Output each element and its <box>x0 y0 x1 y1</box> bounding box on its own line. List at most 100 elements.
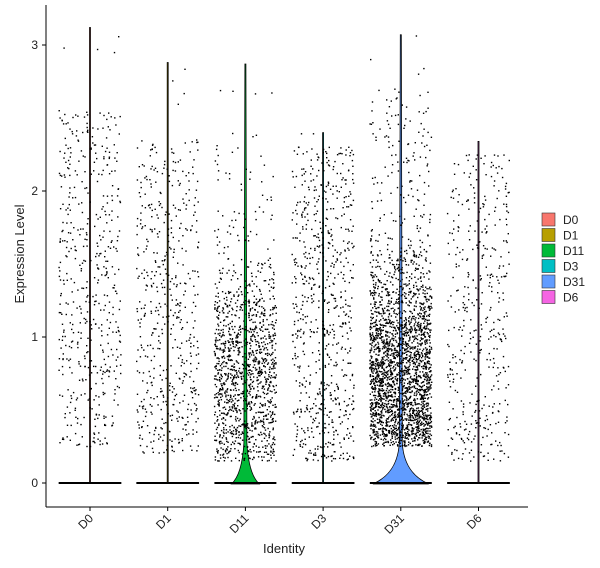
point-D0 <box>106 369 109 371</box>
point-D11 <box>223 334 225 337</box>
point-D31 <box>371 364 373 366</box>
point-D31 <box>391 396 394 398</box>
point-D31 <box>430 412 432 414</box>
point-D31 <box>420 313 422 315</box>
point-D11 <box>270 380 272 383</box>
point-D31 <box>407 238 410 241</box>
point-D11 <box>229 322 231 325</box>
point-D11 <box>256 422 258 424</box>
point-D31 <box>406 373 408 375</box>
point-D3 <box>342 177 344 179</box>
point-D3 <box>340 172 342 175</box>
point-D31 <box>372 432 375 434</box>
point-D1 <box>153 328 155 330</box>
point-D11 <box>226 389 228 391</box>
point-D31 <box>425 438 427 441</box>
point-D11 <box>268 337 270 339</box>
point-D1 <box>175 275 177 277</box>
point-D3 <box>299 416 301 418</box>
point-D31 <box>429 376 431 379</box>
point-D11 <box>264 315 266 317</box>
point-D31 <box>423 315 425 317</box>
point-D1 <box>183 376 186 378</box>
point-D31 <box>405 302 407 304</box>
point-D11 <box>267 389 269 391</box>
point-D0 <box>102 236 104 238</box>
point-D31 <box>381 424 383 427</box>
point-D3 <box>310 180 312 182</box>
point-D11 <box>264 370 266 373</box>
point-D31 <box>369 403 372 405</box>
point-D11 <box>236 429 238 432</box>
point-D11 <box>238 294 240 296</box>
point-D31 <box>390 395 393 398</box>
point-D11 <box>248 438 250 441</box>
point-D3 <box>312 133 315 135</box>
point-D11 <box>272 335 274 337</box>
point-D31 <box>420 272 422 274</box>
point-D11 <box>273 436 275 438</box>
point-D31 <box>375 442 377 444</box>
point-D0 <box>74 249 76 251</box>
point-D1 <box>150 203 153 206</box>
point-D31 <box>386 379 388 381</box>
point-D11 <box>216 416 219 418</box>
point-D0 <box>59 303 61 305</box>
point-D11 <box>240 189 243 191</box>
point-D11 <box>217 372 220 374</box>
point-D11 <box>238 389 240 391</box>
point-D1 <box>149 375 151 378</box>
point-D11 <box>268 401 271 403</box>
point-D3 <box>340 291 342 293</box>
point-D31 <box>393 356 395 358</box>
point-D11 <box>229 359 232 362</box>
point-D11 <box>263 427 266 429</box>
point-D1 <box>140 186 142 189</box>
point-D11 <box>217 452 219 454</box>
point-D11 <box>218 390 221 392</box>
point-D3 <box>296 213 298 215</box>
point-D11 <box>273 362 275 365</box>
point-D11 <box>251 381 254 384</box>
point-D11 <box>228 450 230 453</box>
point-D3 <box>314 249 316 251</box>
point-D31 <box>400 343 403 346</box>
point-D31 <box>383 437 386 440</box>
point-D3 <box>345 154 347 156</box>
point-D11 <box>249 405 251 408</box>
point-D31 <box>417 414 419 416</box>
point-D0 <box>118 386 120 389</box>
point-D3 <box>295 411 298 413</box>
point-D11 <box>265 383 267 385</box>
point-D31 <box>372 418 374 420</box>
point-D1 <box>138 166 140 168</box>
point-D1 <box>196 141 198 144</box>
point-D11 <box>246 423 249 425</box>
point-D1 <box>151 229 153 231</box>
point-D11 <box>264 262 266 264</box>
point-D31 <box>397 302 399 304</box>
point-D31 <box>424 295 427 298</box>
point-D31 <box>406 403 408 406</box>
point-D11 <box>232 382 234 384</box>
point-D31 <box>425 391 428 393</box>
point-D31 <box>370 319 372 322</box>
point-D31 <box>383 398 385 400</box>
point-D31 <box>377 361 379 364</box>
point-D31 <box>382 398 384 400</box>
point-D11 <box>248 302 250 304</box>
point-D31 <box>379 420 382 423</box>
point-D11 <box>252 366 254 368</box>
point-D11 <box>220 440 222 443</box>
point-D31 <box>429 442 431 445</box>
point-D1 <box>189 151 191 153</box>
point-D3 <box>301 304 304 306</box>
point-D31 <box>398 354 401 357</box>
point-D3 <box>320 403 322 406</box>
point-D31 <box>393 345 395 347</box>
point-D0 <box>94 225 96 228</box>
point-D31 <box>426 382 428 385</box>
point-D31 <box>372 283 375 286</box>
point-D31 <box>399 400 401 402</box>
point-D3 <box>327 230 329 232</box>
